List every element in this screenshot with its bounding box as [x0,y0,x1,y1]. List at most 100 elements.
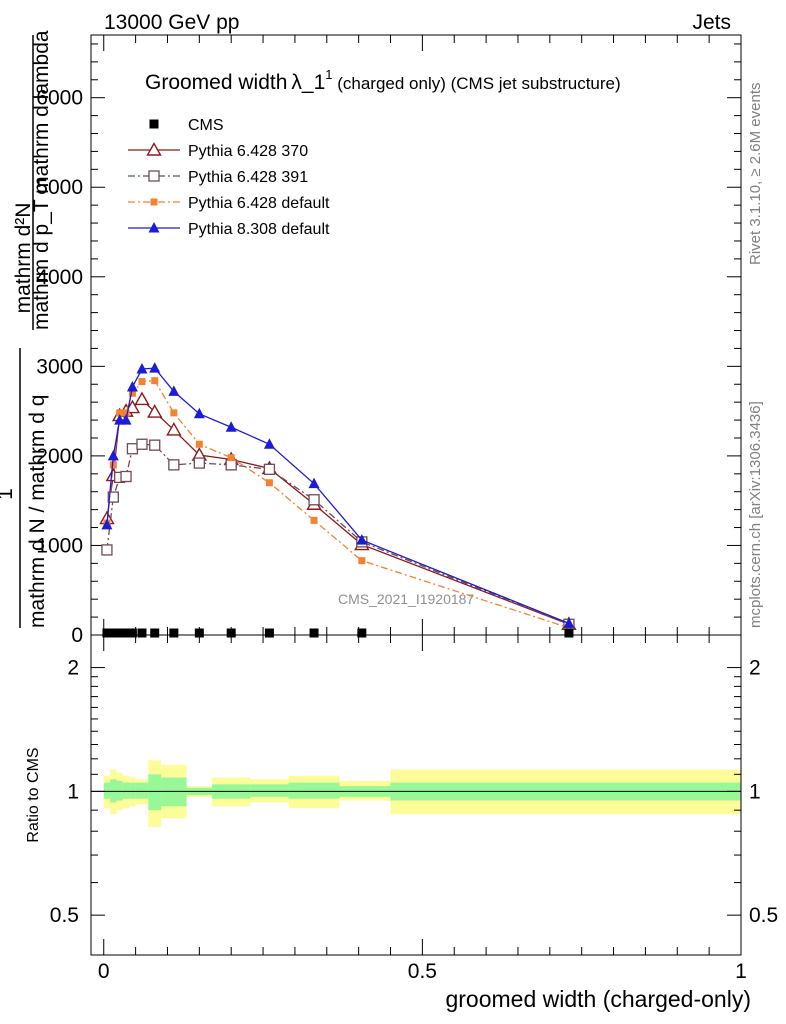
ratio-band-inner [288,782,340,799]
data-point [150,628,160,638]
data-point [563,617,575,628]
ratio-y-tick-label-left: 0.5 [50,904,79,927]
ratio-y-tick-label-right: 2 [749,657,761,680]
data-point [193,407,205,419]
data-point [126,380,138,392]
legend-label: Pythia 6.428 default [188,195,330,212]
rivet-label: Rivet 3.1.10, ≥ 2.6M events [747,83,764,266]
data-point [225,459,237,471]
legend-item: Pythia 6.428 default [128,195,330,212]
y-tick-label: 2000 [36,445,83,468]
data-point [168,385,180,396]
data-point [121,628,131,638]
legend-marker [148,222,160,233]
legend-item: Pythia 6.428 370 [128,142,308,160]
series-line [106,367,570,624]
y-tick-label: 4000 [36,266,83,289]
data-point [564,628,574,638]
data-point [107,449,119,461]
data-point [128,389,136,397]
data-point [136,363,148,374]
data-point [127,628,137,638]
data-point [149,439,161,451]
data-point [101,544,113,556]
data-point [137,628,147,638]
data-point [108,628,118,638]
ratio-y-tick-label-left: 2 [67,657,79,680]
data-point [227,454,235,462]
ratio-y-tick-label-right: 0.5 [749,904,778,927]
data-point [151,377,159,385]
data-point [115,628,125,638]
data-point [170,409,178,417]
analysis-watermark: CMS_2021_I1920187 [338,591,474,607]
data-point [308,494,320,506]
data-point [310,516,318,524]
data-point [356,534,368,545]
ratio-y-tick-label-left: 1 [67,780,79,803]
ratio-y-tick-label-right: 1 [749,780,761,803]
data-point [195,440,203,448]
ratio-band-inner [103,782,111,799]
ratio-band-inner [135,782,149,799]
data-point [225,421,237,432]
ratio-panel-frame [90,634,742,956]
series-line [106,443,570,625]
y-title-denominator: mathrm d N / mathrm d q [26,395,49,628]
ratio-band-inner [116,780,123,801]
series-cms [102,628,574,638]
data-point [263,463,276,475]
series-pythia-6-428-default [103,377,573,632]
data-point [265,479,273,487]
x-tick-label: 0 [98,960,110,983]
plot-title: Groomed width λ_11 (charged only) (CMS je… [145,67,621,94]
data-point [358,557,366,565]
y-title-one: 1 [0,488,17,500]
legend-label: Pythia 6.428 391 [188,169,308,186]
plot-title-suffix: (charged only) (CMS jet substructure) [333,74,621,93]
data-point [134,391,150,406]
x-axis-title: groomed width (charged-only) [445,986,751,1012]
legend-label: Pythia 6.428 370 [188,143,308,160]
y-tick-label: 0 [71,624,83,647]
data-point [309,628,319,638]
data-point [193,457,205,469]
data-point [308,477,320,489]
ratio-band-inner [129,782,136,799]
ratio-band-inner [161,777,187,807]
plot-title-symbol: λ_1 [291,71,325,94]
y-title-frac-denominator: mathrm d p_T mathrm d lambda [30,30,53,330]
data-point [264,628,274,638]
ratio-band-inner [110,779,117,803]
legend-marker [149,119,159,129]
main-y-axis: 0 1000 2000 3000 4000 5000 6000 [36,43,741,647]
data-point [194,628,204,638]
data-point [107,491,119,503]
data-point [122,409,130,417]
ratio-y-title: Ratio to CMS [25,747,42,842]
data-point [169,628,179,638]
legend-item: Pythia 8.308 default [128,221,330,238]
data-point [109,461,117,469]
data-point [166,422,182,436]
header-energy: 13000 GeV pp [104,11,239,34]
legend-marker [146,142,162,156]
legend-marker [148,170,160,182]
data-point [147,404,163,418]
legend: CMS Pythia 6.428 370 Pythia 6.428 391 Pythi… [128,117,330,238]
legend-label: Pythia 8.308 default [188,221,330,238]
ratio-y-axis: 0.5 0.5 1 1 2 2 [50,657,778,928]
data-point [102,628,112,638]
plot-title-text: Groomed width [145,71,287,94]
data-point [120,414,132,425]
y-tick-label: 6000 [36,87,83,110]
data-point [226,628,236,638]
legend-item: Pythia 6.428 391 [128,169,308,186]
data-point [138,378,146,386]
ratio-band-inner [148,774,162,811]
data-point [136,438,148,450]
data-point [101,518,113,530]
ratio-bands [103,760,741,827]
